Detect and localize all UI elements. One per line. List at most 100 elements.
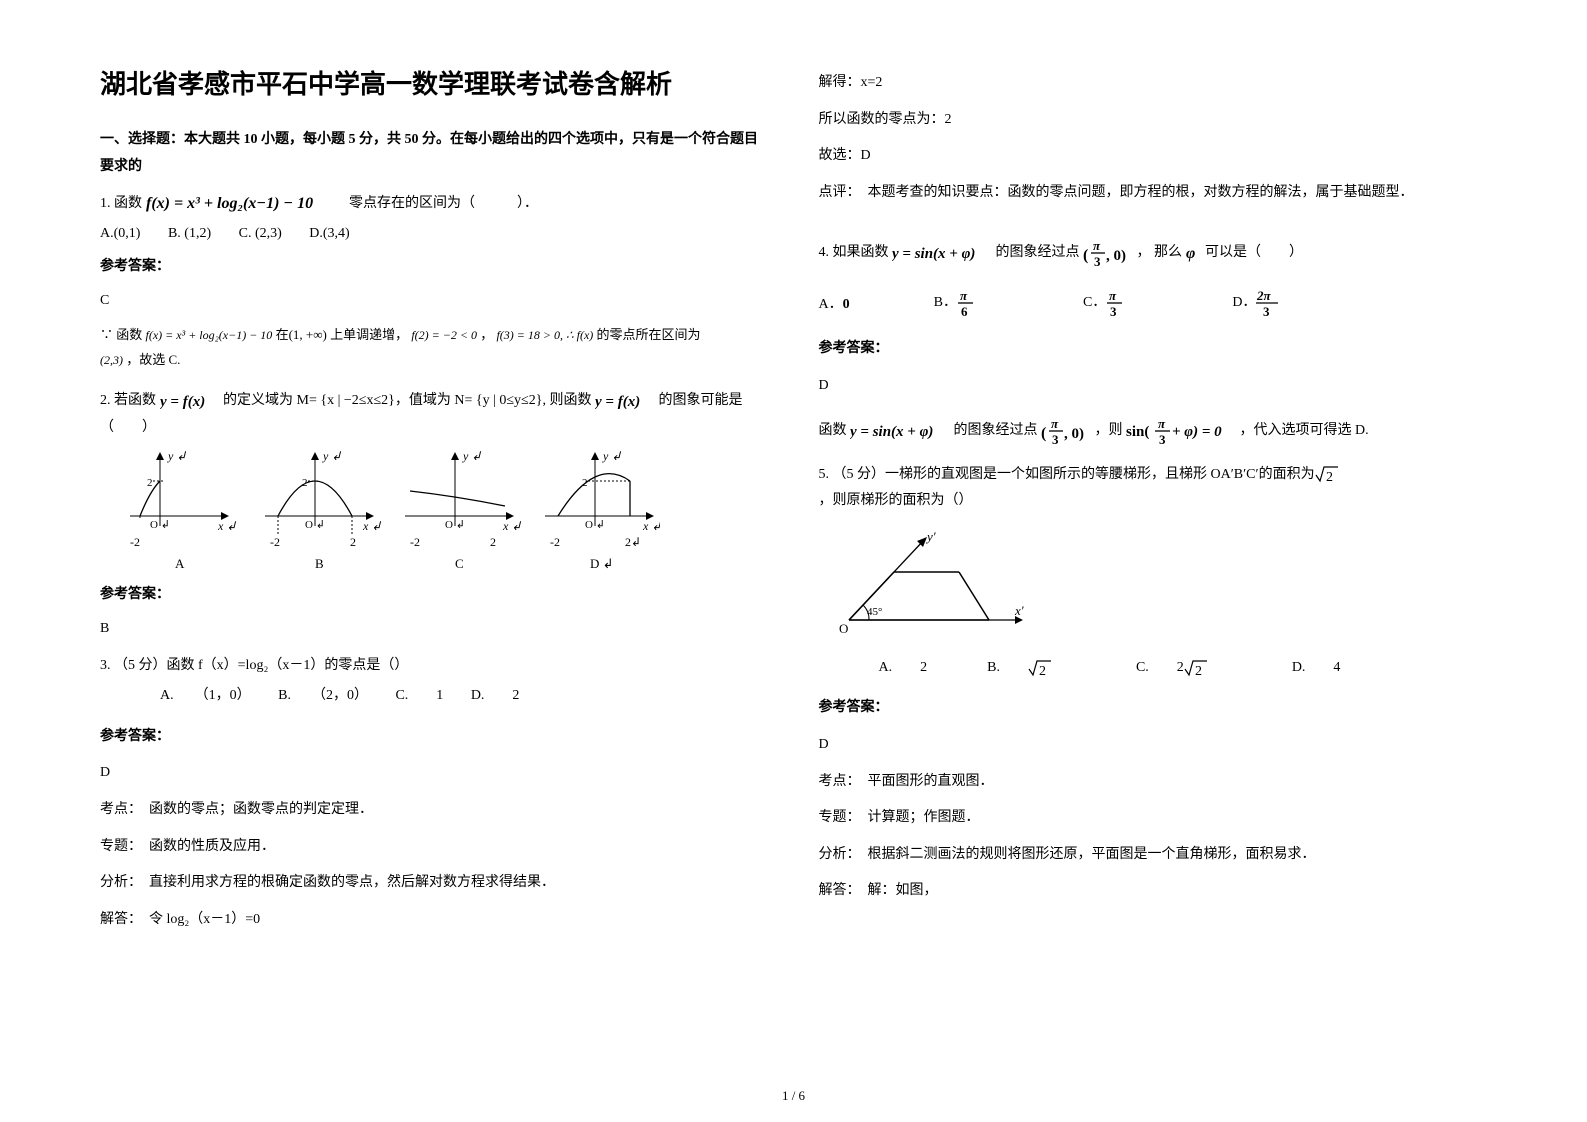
svg-text:y = f(x): y = f(x) [595,394,640,410]
page-title: 湖北省孝感市平石中学高一数学理联考试卷含解析 [100,60,769,109]
q3-line1: 考点： 函数的零点；函数零点的判定定理． [100,797,769,824]
q4-explanation: 函数 y = sin(x + φ) 的图象经过点 (π3, 0) ，则 sin(… [819,414,1488,448]
svg-text:, 0): , 0) [1064,426,1084,442]
svg-text:π: π [1093,238,1101,253]
q3-cont-1: 解得：x=2 [819,70,1488,97]
svg-text:O ↲: O ↲ [150,519,170,531]
q1-expl-pre: ∵ 函数 [100,327,142,342]
svg-text:y ↲: y ↲ [322,449,341,463]
left-column: 湖北省孝感市平石中学高一数学理联考试卷含解析 一、选择题：本大题共 10 小题，… [100,60,769,943]
q4-prefix: 4. 如果函数 [819,246,893,261]
svg-text:x′: x′ [1014,603,1024,618]
q3-cont-3: 故选：D [819,143,1488,170]
q4-expl-f: y = sin(x + φ) [850,422,950,440]
q4-suffix2: 可以是（ ） [1205,246,1303,261]
q2-answer: B [100,616,769,643]
svg-text:φ: φ [1186,245,1195,262]
q1-opt-c: C. (2,3) [239,226,282,241]
svg-text:y = f(x): y = f(x) [160,394,205,410]
q2-yfx-2: y = f(x) [595,392,655,410]
q2-graphs-svg: y ↲ x ↲ O ↲ -2 2 A y ↲ [100,446,660,576]
q1-stem-suffix: 零点存在的区间为（ ）． [349,196,538,211]
q5-answer: D [819,732,1488,759]
q5-options: A. 2 B. 2 C. 22 D. 4 [819,655,1488,682]
sqrt2-icon: 2 [1315,465,1339,483]
svg-text:2: 2 [147,477,153,489]
q4-expl-eq: sin(π3+ φ) = 0 [1126,414,1236,448]
svg-text:x ↲: x ↲ [217,519,236,533]
q1-formula: f(x) = x³ + log₂(x−1) − 10 [146,192,346,214]
q1-expl-m2: ， [480,327,493,342]
q1-opt-a: A.(0,1) [100,226,140,241]
section-1-heading: 一、选择题：本大题共 10 小题，每小题 5 分，共 50 分。在每小题给出的四… [100,127,769,180]
q1-expl-m1: 在(1, +∞) 上单调递增， [276,327,409,342]
q5-answer-label: 参考答案： [819,695,1488,722]
q4-expl-point: (π3, 0) [1041,414,1091,448]
svg-text:O ↲: O ↲ [585,519,605,531]
q2-stem-mid1: 的定义域为 M= {x | −2≤x≤2}，值域为 N= {y | 0≤y≤2}… [223,393,591,408]
svg-text:D ↲: D ↲ [590,556,614,571]
q3-line3: 分析： 直接利用求方程的根确定函数的零点，然后解对数方程求得结果． [100,870,769,897]
q2-stem-prefix: 2. 若函数 [100,393,156,408]
q4-suffix: ， 那么 [1137,246,1186,261]
q1-expl-f2: f(2) = −2 < 0 [411,328,477,342]
svg-text:-2: -2 [550,535,560,549]
question-3: 3. （5 分）函数 f（x）=log₂（x－1）的零点是（） [100,653,769,680]
svg-text:2: 2 [350,535,356,549]
q4-mid1: 的图象经过点 [996,246,1084,261]
q3-opt-c: C. 1 [395,688,443,703]
q5-line2: 专题： 计算题；作图题． [819,805,1488,832]
svg-text:2: 2 [490,535,496,549]
q5-opt-a: A. 2 [879,655,928,682]
q3-answer-label: 参考答案： [100,724,769,751]
q1-options: A.(0,1) B. (1,2) C. (2,3) D.(3,4) [100,221,769,248]
q4-opt-b: B．π6 [934,288,999,318]
right-column: 解得：x=2 所以函数的零点为：2 故选：D 点评： 本题考查的知识要点：函数的… [819,60,1488,943]
svg-text:O ↲: O ↲ [305,519,325,531]
svg-text:45°: 45° [867,606,882,618]
svg-text:6: 6 [961,304,968,318]
svg-text:3: 3 [1094,254,1101,269]
svg-text:2: 2 [1195,664,1202,677]
q5-line4: 解答： 解：如图， [819,878,1488,905]
svg-text:O: O [839,621,848,636]
svg-text:-2: -2 [130,535,140,549]
q3-line2: 专题： 函数的性质及应用． [100,834,769,861]
question-5: 5. （5 分）一梯形的直观图是一个如图所示的等腰梯形，且梯形 OA′B′C′的… [819,462,1488,515]
svg-text:y ↲: y ↲ [602,449,621,463]
svg-text:π: π [1109,288,1117,303]
q1-expl-f3: f(3) = 18 > 0, ∴ f(x) [496,328,593,342]
question-4: 4. 如果函数 y = sin(x + φ) 的图象经过点 ( π 3 , 0)… [819,236,1488,270]
q1-expl-range: (2,3) [100,353,123,367]
q2-yfx-1: y = f(x) [160,392,220,410]
svg-text:, 0): , 0) [1106,248,1126,264]
svg-text:x ↲: x ↲ [362,519,381,533]
svg-text:(: ( [1083,247,1088,264]
svg-text:2: 2 [1039,664,1046,677]
svg-text:2π: 2π [1256,288,1272,303]
q4-expl-end: ，代入选项可得选 D. [1240,423,1369,438]
svg-text:π: π [1158,416,1166,431]
svg-text:3: 3 [1110,304,1117,318]
svg-text:y ↲: y ↲ [167,449,186,463]
q3-line4: 解答： 令 log₂（x－1）=0 [100,907,769,934]
q4-opt-a: A．0 [819,292,850,319]
svg-text:2: 2 [1326,470,1333,483]
q3-opt-b: B. （2，0） [278,688,368,703]
q4-answer-label: 参考答案： [819,336,1488,363]
svg-text:π: π [1051,416,1059,431]
svg-text:x ↲: x ↲ [642,519,660,533]
svg-text:+ φ) = 0: + φ) = 0 [1172,424,1222,440]
q5-line1: 考点： 平面图形的直观图． [819,769,1488,796]
q3-opt-a: A. （1，0） [160,688,251,703]
q5-opt-d: D. 4 [1292,655,1341,682]
svg-text:3: 3 [1052,432,1059,447]
q4-expl-m2: ，则 [1095,423,1127,438]
svg-text:B: B [315,556,324,571]
svg-text:-2: -2 [270,535,280,549]
question-2: 2. 若函数 y = f(x) 的定义域为 M= {x | −2≤x≤2}，值域… [100,388,769,441]
svg-text:y = sin(x + φ): y = sin(x + φ) [892,246,975,262]
q1-explanation: ∵ 函数 f(x) = x³ + log₂(x−1) − 10 在(1, +∞)… [100,323,769,372]
q4-opt-d: D．2π3 [1232,288,1304,318]
svg-text:π: π [960,288,968,303]
